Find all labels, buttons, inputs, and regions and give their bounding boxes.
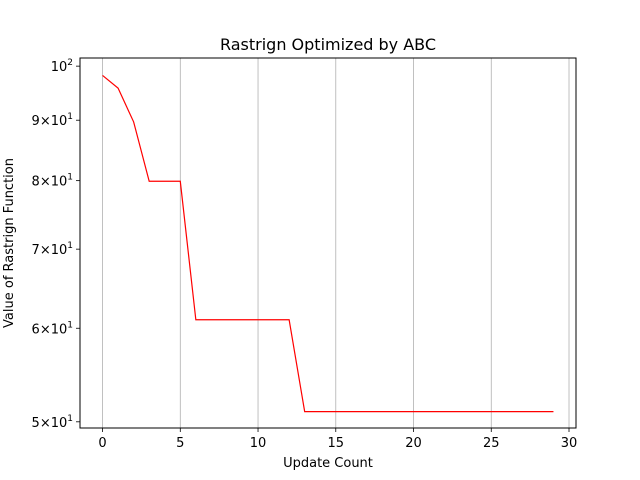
x-axis-label: Update Count <box>283 456 373 471</box>
x-tick-label: 25 <box>483 436 500 451</box>
y-tick-label: 8×101 <box>32 173 73 190</box>
x-tick-label: 20 <box>405 436 422 451</box>
plot-frame <box>79 57 577 429</box>
y-tick-label: 102 <box>51 58 73 75</box>
x-tick-label: 10 <box>250 436 267 451</box>
x-tick-label: 15 <box>328 436 345 451</box>
y-tick-label: 9×101 <box>32 112 73 129</box>
x-tick-label: 0 <box>98 436 106 451</box>
series-line <box>102 74 554 413</box>
y-axis-ticks: 5×101 6×101 7×101 8×101 9×101 102 <box>32 58 80 431</box>
x-tick-label: 5 <box>176 436 184 451</box>
x-axis-ticks: 0 5 10 15 20 25 30 <box>98 428 577 451</box>
y-tick-label: 6×101 <box>32 320 73 337</box>
y-tick-label: 7×101 <box>32 241 73 258</box>
chart-title: Rastrign Optimized by ABC <box>220 35 436 54</box>
grid-lines <box>102 58 570 428</box>
y-tick-label: 5×101 <box>32 414 73 431</box>
x-tick-label: 30 <box>561 436 578 451</box>
y-axis-label: Value of Rastrign Function <box>2 158 17 328</box>
